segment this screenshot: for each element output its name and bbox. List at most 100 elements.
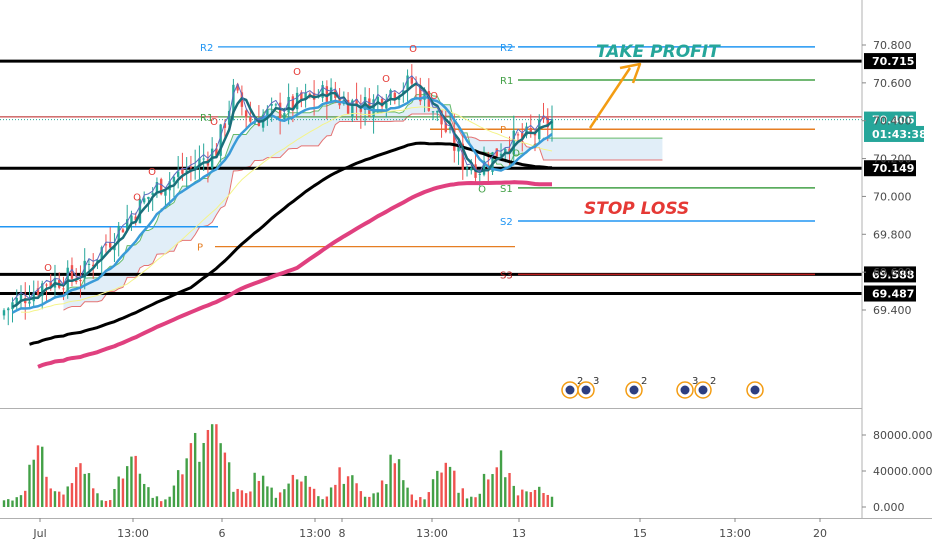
candle-body xyxy=(393,92,397,99)
candle-body xyxy=(147,196,150,199)
volume-bar xyxy=(138,473,142,507)
time-tick-label: 13:00 xyxy=(117,527,149,540)
volume-bar xyxy=(499,450,503,507)
volume-bar xyxy=(28,464,31,507)
volume-bar xyxy=(87,473,91,507)
volume-bar xyxy=(538,486,541,507)
candle-body xyxy=(32,291,35,302)
volume-bar xyxy=(198,461,201,507)
time-tick-label: 8 xyxy=(339,527,346,540)
candle-body xyxy=(346,99,350,114)
candle-body xyxy=(406,75,409,89)
volume-bar xyxy=(159,501,163,507)
candle-body xyxy=(274,104,278,106)
candle-body xyxy=(189,166,193,168)
ma-mid-line xyxy=(11,95,553,314)
candle-body xyxy=(244,110,248,118)
candle-body xyxy=(376,96,380,102)
volume-bar xyxy=(11,500,14,507)
volume-bar xyxy=(512,485,515,507)
volume-bar xyxy=(189,443,193,507)
candle-body xyxy=(138,199,142,224)
volume-bar xyxy=(168,496,171,507)
time-tick-label: Jul xyxy=(32,527,46,540)
candle-body xyxy=(521,133,524,139)
price-tag xyxy=(864,53,916,70)
volume-bar xyxy=(291,474,295,507)
volume-bar xyxy=(363,496,367,507)
volume-bar xyxy=(393,463,397,507)
candle-body xyxy=(227,110,231,125)
volume-bar xyxy=(249,491,252,507)
candle-body xyxy=(41,283,44,297)
volume-bar xyxy=(550,496,554,507)
candle-body xyxy=(134,216,137,221)
volume-bar xyxy=(185,458,188,507)
volume-bar xyxy=(478,493,481,507)
candle-body xyxy=(121,229,125,233)
volume-bar xyxy=(521,489,524,507)
volume-bar xyxy=(295,479,299,507)
volume-bar xyxy=(533,489,537,507)
fractal-mark: O xyxy=(210,117,218,128)
volume-bar xyxy=(525,491,528,507)
moving-averages xyxy=(11,75,553,369)
candle-body xyxy=(321,85,324,98)
price-tag xyxy=(864,111,916,128)
candle-body xyxy=(198,158,201,168)
candle-body xyxy=(185,170,188,173)
candle-body xyxy=(2,310,6,316)
volume-bar xyxy=(62,494,65,507)
volume-bar xyxy=(202,442,205,507)
volume-bar xyxy=(215,424,218,507)
candle-body xyxy=(219,124,222,156)
candle-body xyxy=(470,167,473,171)
volume-bar xyxy=(113,488,116,507)
volume-bar xyxy=(287,483,290,507)
candle-body xyxy=(83,260,86,279)
candle-body xyxy=(436,110,439,113)
price-tick-label: 70.200 xyxy=(873,153,912,166)
candle-body xyxy=(215,148,218,156)
candle-body xyxy=(495,148,498,157)
volume-bar xyxy=(372,493,375,507)
volume-bar xyxy=(121,478,125,507)
candle-body xyxy=(87,263,91,265)
volume-bar xyxy=(134,455,137,507)
volume-bar xyxy=(75,467,78,507)
fractal-mark: O xyxy=(44,263,52,274)
volume-bar xyxy=(546,494,549,507)
event-badge-flag xyxy=(629,385,639,395)
volume-bar xyxy=(329,487,333,507)
candle-body xyxy=(28,301,31,304)
volume-bar xyxy=(79,463,82,507)
candle-body xyxy=(444,122,447,132)
candle-body xyxy=(291,96,295,111)
candle-body xyxy=(125,219,129,230)
volume-bar xyxy=(406,487,409,507)
fractal-mark: O xyxy=(430,91,438,102)
volume-bar xyxy=(304,475,307,507)
candle-body xyxy=(351,100,354,117)
candle-body xyxy=(142,198,146,203)
candle-body xyxy=(385,102,388,109)
candle-body xyxy=(359,108,363,112)
volume-bar xyxy=(402,480,405,507)
volume-bar xyxy=(53,491,57,507)
volume-bar xyxy=(181,474,184,507)
volume-bar xyxy=(470,496,473,507)
volume-bar xyxy=(96,493,99,507)
candle-body xyxy=(15,297,18,306)
price-tag xyxy=(864,285,916,302)
candle-body xyxy=(355,99,358,106)
ma-slow-line xyxy=(29,141,553,346)
target-arrow-head xyxy=(619,62,642,84)
price-tag-label: 01:43:38 xyxy=(872,128,927,141)
fractal-mark: O xyxy=(148,167,156,178)
pivot-label: R1 xyxy=(500,76,513,87)
volume-bar xyxy=(346,476,350,507)
volume-bar xyxy=(193,432,197,507)
candle-body xyxy=(427,91,431,111)
pivot-label: R2 xyxy=(500,43,513,54)
candle-body xyxy=(287,96,290,113)
